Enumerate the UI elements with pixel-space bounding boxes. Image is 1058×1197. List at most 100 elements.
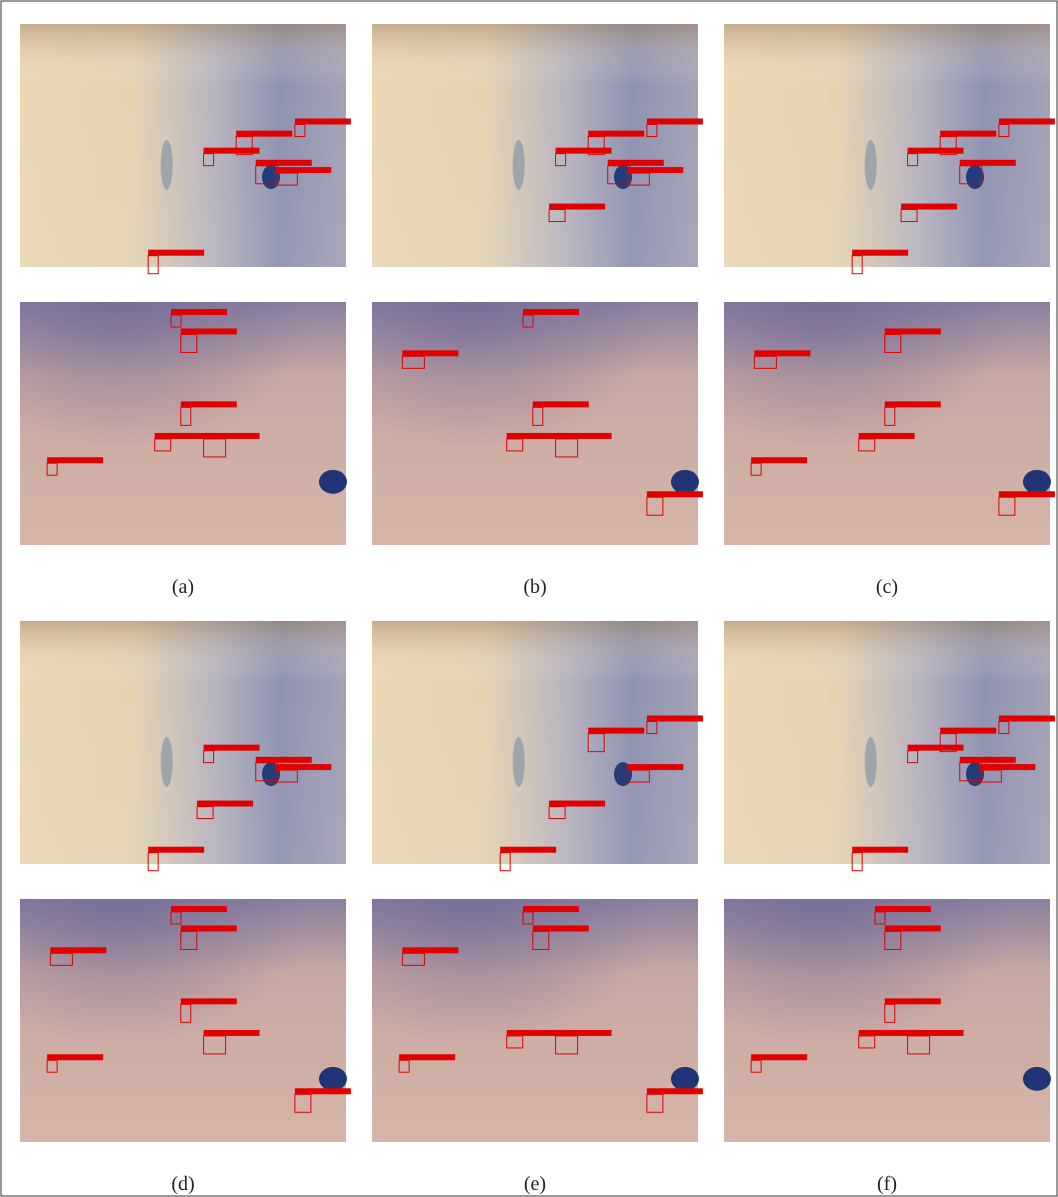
micrograph-shade [724, 899, 1050, 1142]
box-label [295, 1088, 351, 1094]
stain-streak [161, 140, 173, 190]
panel-caption: (d) [171, 1173, 194, 1195]
box-label [556, 433, 612, 439]
box-label [181, 925, 237, 931]
stain-streak [865, 737, 877, 787]
box-label [204, 433, 260, 439]
box-label [204, 745, 260, 751]
micrograph-shade [724, 621, 1050, 864]
stain-streak [513, 140, 525, 190]
box-label [148, 250, 204, 256]
panel-caption: (f) [877, 1173, 897, 1195]
box-label [507, 433, 563, 439]
box-label [181, 328, 237, 334]
micrograph-shade [20, 621, 346, 864]
box-label [908, 745, 964, 751]
box-label [181, 998, 237, 1004]
box-label [47, 1054, 103, 1060]
box-label [627, 764, 683, 770]
micrograph-shade [20, 899, 346, 1142]
panel: (a) [20, 24, 351, 598]
box-label [751, 457, 807, 463]
box-label [885, 998, 941, 1004]
box-label [204, 148, 260, 154]
box-label [852, 250, 908, 256]
box-label [999, 715, 1055, 721]
stain-blob [319, 470, 347, 494]
stain-streak [161, 737, 173, 787]
panel-caption: (a) [172, 576, 194, 598]
panel: (d) [20, 621, 351, 1195]
panel: (f) [724, 621, 1055, 1195]
box-label [256, 160, 312, 166]
stain-streak [513, 737, 525, 787]
box-label [507, 1030, 563, 1036]
micrograph-shade [372, 621, 698, 864]
panel: (e) [372, 621, 703, 1195]
stain-blob [1023, 470, 1051, 494]
box-label [47, 457, 103, 463]
box-label [533, 925, 589, 931]
panels: (a) (b) (c) (d) (e) (f) [20, 24, 1055, 1195]
micrograph-shade [724, 24, 1050, 267]
box-label [399, 1054, 455, 1060]
box-label [556, 148, 612, 154]
micrograph-shade [20, 24, 346, 267]
micrograph-shade [372, 899, 698, 1142]
box-label [859, 1030, 915, 1036]
box-label [275, 764, 331, 770]
panel-caption: (e) [524, 1173, 546, 1195]
box-label [608, 160, 664, 166]
box-label [171, 309, 227, 315]
box-label [204, 1030, 260, 1036]
box-label [295, 118, 351, 124]
box-label [908, 148, 964, 154]
box-label [155, 433, 211, 439]
panel-caption: (c) [876, 576, 898, 598]
box-label [588, 728, 644, 734]
box-label [275, 167, 331, 173]
box-label [647, 491, 703, 497]
stain-blob [319, 1067, 347, 1091]
box-label [197, 801, 253, 807]
box-label [754, 350, 810, 356]
box-label [549, 801, 605, 807]
box-label [885, 401, 941, 407]
box-label [523, 309, 579, 315]
box-label [859, 433, 915, 439]
box-label [647, 1088, 703, 1094]
box-label [647, 118, 703, 124]
micrograph-shade [724, 302, 1050, 545]
box-label [940, 728, 996, 734]
box-label [940, 131, 996, 137]
box-label [171, 906, 227, 912]
box-label [402, 350, 458, 356]
stain-blob [671, 470, 699, 494]
box-label [556, 1030, 612, 1036]
box-label [960, 757, 1016, 763]
box-label [500, 847, 556, 853]
box-label [549, 204, 605, 210]
panel: (b) [372, 24, 703, 598]
box-label [751, 1054, 807, 1060]
box-label [875, 906, 931, 912]
box-label [999, 118, 1055, 124]
box-label [181, 401, 237, 407]
box-label [901, 204, 957, 210]
box-label [533, 401, 589, 407]
micrograph-shade [372, 24, 698, 267]
stain-streak [865, 140, 877, 190]
box-label [908, 1030, 964, 1036]
box-label [627, 167, 683, 173]
micrograph-shade [20, 302, 346, 545]
box-label [885, 328, 941, 334]
box-label [402, 947, 458, 953]
box-label [979, 764, 1035, 770]
box-label [50, 947, 106, 953]
micrograph-shade [372, 302, 698, 545]
box-label [960, 160, 1016, 166]
stain-blob [1023, 1067, 1051, 1091]
figure: (a) (b) (c) (d) (e) (f) [0, 0, 1058, 1197]
box-label [885, 925, 941, 931]
box-label [852, 847, 908, 853]
